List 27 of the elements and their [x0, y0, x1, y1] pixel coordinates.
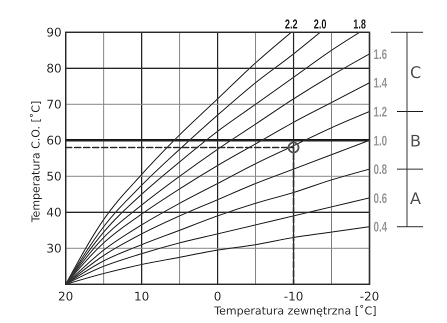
text: C [410, 62, 422, 82]
text: B [410, 131, 421, 150]
x-tick-label: -10 [284, 289, 304, 304]
legend-label: 1.8 [353, 18, 366, 32]
series-label: 0.6 [374, 190, 388, 206]
legend-label: 0.8 [374, 161, 388, 178]
series-label: 1.4 [374, 74, 388, 92]
y-tick-label: 70 [46, 97, 62, 112]
text: A [410, 188, 421, 208]
series-label: 2.2 [284, 18, 298, 32]
y-tick-label: 80 [46, 61, 62, 76]
y-tick-label: 90 [46, 25, 62, 40]
y-tick-label: 60 [46, 133, 62, 148]
legend-label: 0.4 [374, 218, 388, 236]
series-label: 1.0 [374, 132, 388, 149]
x-tick-label: 20 [58, 289, 74, 304]
x-tick-label: -20 [360, 289, 380, 304]
y-tick-label: 50 [46, 169, 62, 184]
x-tick-label: 0 [214, 289, 222, 304]
y-tick-label: 40 [46, 205, 62, 220]
y-tick-label: 30 [46, 241, 62, 256]
x-tick-label: 10 [134, 289, 150, 304]
series-label: 2.0 [314, 18, 326, 32]
x-axis-title: Temperatura zewnętrzna [˚C] [213, 304, 376, 318]
series-label: 1.6 [374, 46, 388, 62]
legend-label: 1.2 [374, 104, 388, 120]
y-axis-title: Temperatura C.O. [˚C] [30, 100, 43, 224]
